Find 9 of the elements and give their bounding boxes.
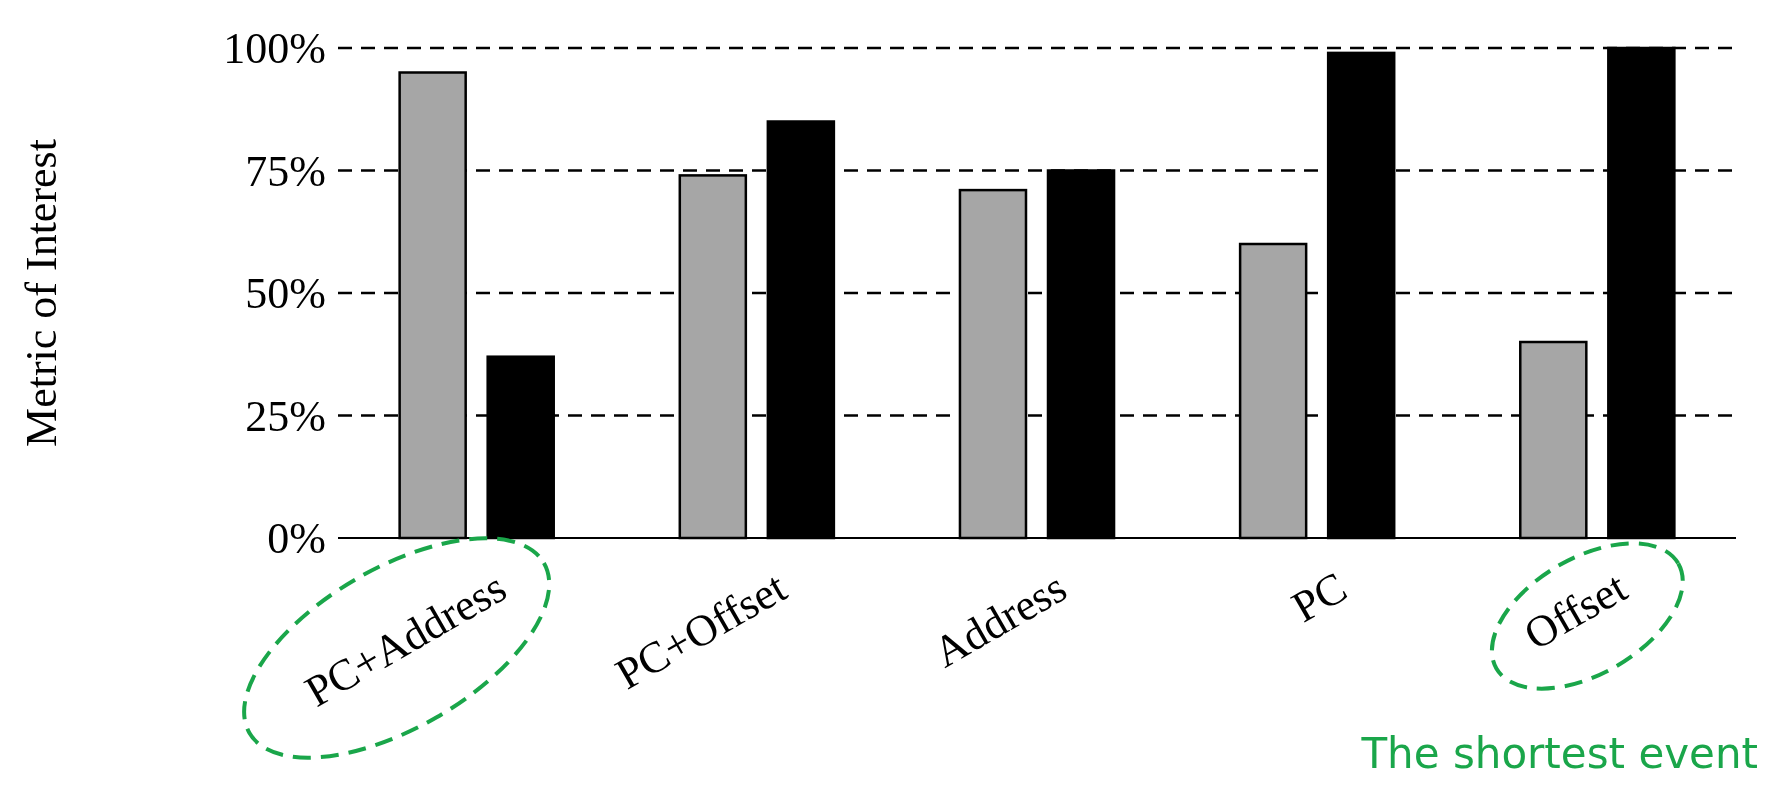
y-tick-label: 100%: [223, 24, 326, 74]
y-tick-label: 75%: [245, 146, 326, 196]
y-axis-title: Metric of Interest: [17, 139, 66, 447]
y-tick-label: 0%: [267, 514, 326, 564]
x-tick-label: Offset: [1515, 562, 1636, 660]
x-tick-label: PC: [1283, 562, 1355, 632]
text: The shortest event: [1360, 729, 1758, 778]
y-tick-label: 50%: [245, 269, 326, 319]
y-tick-label: 25%: [245, 391, 326, 441]
